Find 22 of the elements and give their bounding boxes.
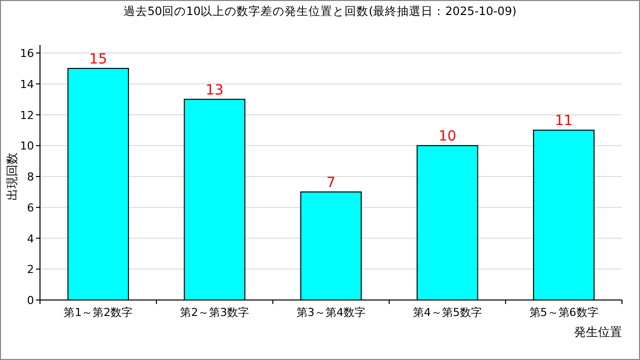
chart-title: 過去50回の10以上の数字差の発生位置と回数(最終抽選日：2025-10-09) bbox=[123, 4, 517, 18]
y-tick-label: 6 bbox=[27, 201, 34, 214]
x-tick-label: 第1～第2数字 bbox=[64, 306, 133, 319]
x-tick-label: 第4～第5数字 bbox=[412, 306, 482, 319]
y-tick-label: 12 bbox=[20, 108, 34, 122]
y-axis-title: 出現回数 bbox=[5, 152, 19, 200]
y-tick-label: 2 bbox=[27, 263, 34, 276]
data-label: 13 bbox=[206, 82, 224, 98]
y-tick-label: 16 bbox=[20, 47, 34, 60]
x-axis-title: 発生位置 bbox=[574, 325, 622, 339]
y-tick-label: 4 bbox=[27, 232, 34, 246]
data-label: 10 bbox=[438, 128, 456, 145]
data-label: 15 bbox=[89, 51, 108, 68]
y-tick-label: 8 bbox=[27, 170, 34, 184]
data-label: 11 bbox=[554, 113, 573, 130]
x-tick-label: 第3～第4数字 bbox=[296, 306, 366, 319]
y-tick-label: 0 bbox=[27, 294, 34, 307]
y-tick-label: 14 bbox=[20, 78, 34, 91]
x-tick-label: 第2～第3数字 bbox=[180, 306, 250, 319]
y-tick-label: 10 bbox=[20, 140, 34, 153]
x-tick-label: 第5～第6数字 bbox=[529, 306, 598, 319]
data-label: 7 bbox=[326, 174, 336, 191]
